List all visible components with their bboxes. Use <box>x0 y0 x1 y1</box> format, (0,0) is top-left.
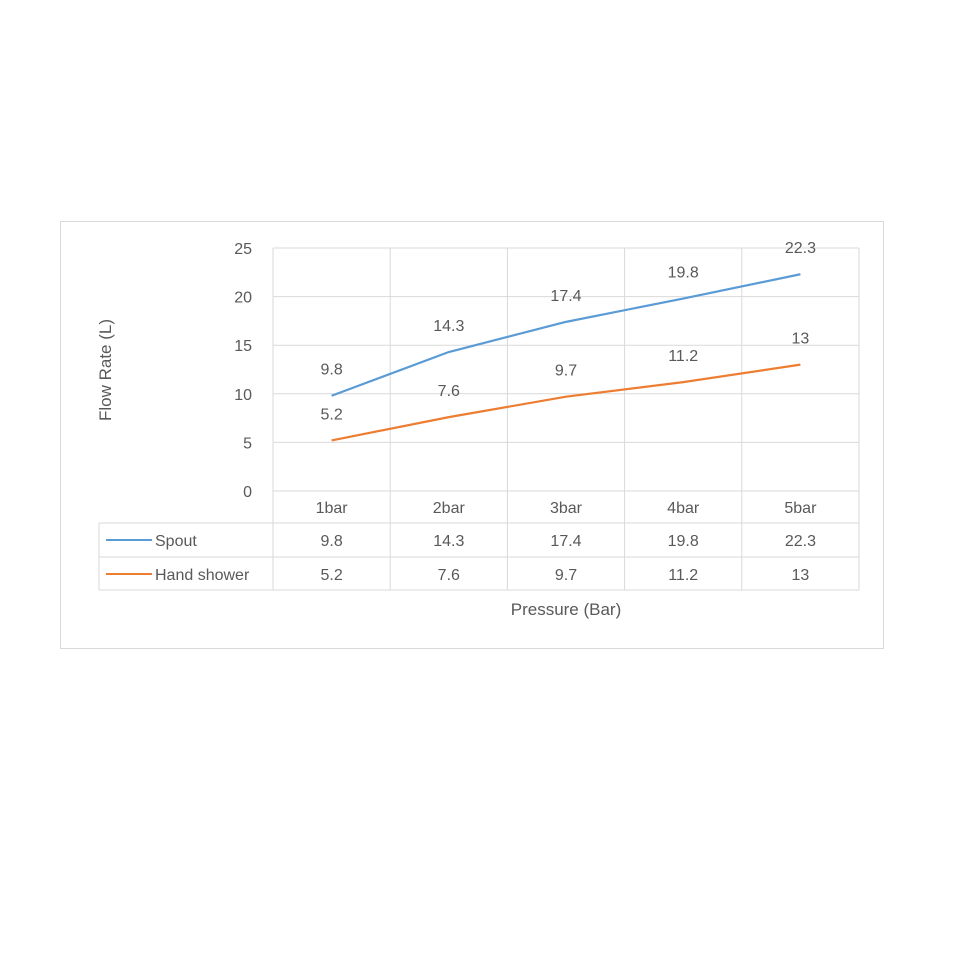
data-label: 9.7 <box>555 363 577 380</box>
x-tick-label: 3bar <box>550 500 583 517</box>
table-cell: 22.3 <box>785 533 816 550</box>
table-cell: 14.3 <box>433 533 464 550</box>
x-tick-label: 5bar <box>784 500 817 517</box>
chart-frame <box>60 221 884 649</box>
y-tick-label: 0 <box>243 484 252 501</box>
x-tick-label: 4bar <box>667 500 700 517</box>
table-cell: 7.6 <box>438 567 460 584</box>
x-axis-title: Pressure (Bar) <box>511 600 622 619</box>
data-label: 19.8 <box>668 265 699 282</box>
data-label: 17.4 <box>550 288 581 305</box>
data-label: 14.3 <box>433 318 464 335</box>
data-label: 13 <box>792 331 810 348</box>
table-cell: 5.2 <box>320 567 342 584</box>
x-tick-label: 2bar <box>433 500 466 517</box>
table-cell: 9.7 <box>555 567 577 584</box>
y-axis-title: Flow Rate (L) <box>96 319 115 421</box>
table-cell: 13 <box>792 567 810 584</box>
table-cell: 11.2 <box>668 567 698 584</box>
table-cell: 19.8 <box>668 533 699 550</box>
data-label: 11.2 <box>668 348 698 365</box>
legend-label: Hand shower <box>155 567 250 584</box>
data-label: 7.6 <box>438 383 460 400</box>
y-tick-label: 15 <box>234 338 252 355</box>
y-tick-label: 25 <box>234 241 252 258</box>
y-tick-label: 20 <box>234 290 252 307</box>
data-label: 9.8 <box>320 362 342 379</box>
table-cell: 17.4 <box>550 533 581 550</box>
y-tick-label: 10 <box>234 387 252 404</box>
table-cell: 9.8 <box>320 533 342 550</box>
x-tick-label: 1bar <box>316 500 349 517</box>
y-tick-label: 5 <box>243 435 252 452</box>
data-label: 5.2 <box>320 406 342 423</box>
data-label: 22.3 <box>785 240 816 257</box>
legend-label: Spout <box>155 533 197 550</box>
